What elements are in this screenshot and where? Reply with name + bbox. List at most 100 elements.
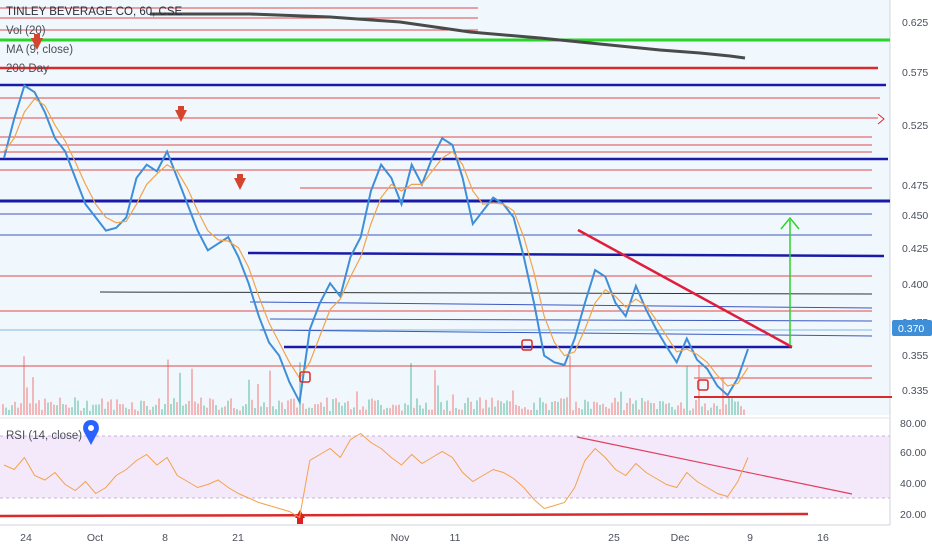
volume-bar	[503, 403, 505, 415]
volume-bar	[578, 408, 580, 415]
volume-bar	[203, 405, 205, 415]
volume-bar	[683, 408, 685, 415]
volume-bar	[173, 398, 175, 415]
volume-bar	[548, 410, 550, 415]
volume-bar	[164, 404, 166, 415]
volume-bar	[17, 407, 19, 415]
volume-bar	[71, 407, 73, 415]
volume-bar	[725, 404, 727, 415]
volume-bar	[32, 377, 34, 415]
volume-bar	[8, 409, 10, 415]
volume-bar	[743, 409, 745, 415]
volume-bar	[89, 410, 91, 415]
volume-bar	[461, 409, 463, 415]
volume-bar	[437, 385, 439, 415]
x-tick-label: 16	[817, 532, 829, 544]
volume-bar	[515, 404, 517, 415]
volume-bar	[509, 401, 511, 415]
volume-bar	[470, 401, 472, 415]
volume-bar	[419, 405, 421, 415]
volume-bar	[650, 402, 652, 415]
volume-bar	[449, 410, 451, 415]
volume-bar	[194, 401, 196, 415]
volume-bar	[26, 387, 28, 415]
volume-bar	[389, 408, 391, 415]
volume-bar	[269, 370, 271, 415]
volume-bar	[266, 407, 268, 415]
volume-bar	[344, 402, 346, 415]
volume-bar	[728, 397, 730, 415]
volume-bar	[596, 402, 598, 415]
volume-bar	[737, 401, 739, 415]
volume-bar	[356, 391, 358, 415]
volume-bar	[557, 401, 559, 415]
volume-bar	[83, 407, 85, 415]
volume-bar	[413, 407, 415, 415]
volume-bar	[392, 404, 394, 415]
volume-bar	[518, 405, 520, 415]
volume-bar	[110, 399, 112, 415]
volume-bar	[464, 403, 466, 415]
level-line	[269, 318, 873, 322]
volume-bar	[677, 405, 679, 415]
level-line-blue	[247, 251, 885, 258]
volume-bar	[59, 397, 61, 415]
volume-bar	[524, 407, 526, 415]
volume-bar	[293, 398, 295, 415]
volume-bar	[107, 401, 109, 415]
volume-bar	[149, 409, 151, 415]
volume-bar	[272, 406, 274, 415]
volume-bar	[353, 407, 355, 415]
volume-bar	[695, 399, 697, 415]
y-tick-label: 0.450	[902, 210, 928, 222]
volume-bar	[704, 403, 706, 415]
vol-label: Vol (20)	[6, 25, 46, 37]
hand-icon	[697, 379, 709, 391]
volume-bar	[182, 405, 184, 415]
volume-bar	[680, 402, 682, 415]
volume-bar	[500, 401, 502, 415]
volume-bar	[734, 401, 736, 415]
volume-bar	[152, 406, 154, 415]
volume-bar	[257, 383, 259, 415]
hand-icon	[299, 371, 311, 383]
volume-bar	[605, 406, 607, 415]
volume-bar	[158, 398, 160, 415]
volume-bar	[701, 406, 703, 415]
volume-bar	[251, 399, 253, 415]
volume-bar	[68, 407, 70, 415]
volume-bar	[644, 401, 646, 415]
volume-bar	[506, 400, 508, 415]
x-tick-label: Dec	[671, 532, 690, 544]
ma200-line	[150, 12, 746, 60]
volume-bar	[350, 409, 352, 415]
volume-bar	[584, 399, 586, 415]
volume-bar	[209, 398, 211, 415]
pin-icon[interactable]	[83, 420, 99, 445]
volume-bar	[587, 401, 589, 415]
volume-bar	[113, 409, 115, 415]
volume-bar	[674, 409, 676, 415]
volume-bar	[131, 402, 133, 415]
volume-bar	[671, 406, 673, 415]
volume-bar	[326, 397, 328, 415]
volume-bar	[128, 409, 130, 415]
volume-bar	[320, 402, 322, 415]
volume-bar	[446, 400, 448, 415]
x-tick-label: 24	[20, 532, 32, 544]
volume-bar	[488, 407, 490, 415]
volume-bar	[29, 403, 31, 415]
down-arrow-icon	[31, 38, 43, 50]
volume-bar	[23, 356, 25, 415]
rsi-trendline	[576, 436, 853, 495]
volume-bar	[632, 403, 634, 415]
volume-bar	[404, 403, 406, 415]
volume-bar	[176, 402, 178, 415]
volume-bar	[395, 405, 397, 415]
volume-bar	[95, 404, 97, 415]
volume-bar	[398, 404, 400, 415]
chevron-right-icon	[877, 113, 885, 125]
volume-bar	[635, 400, 637, 415]
level-line	[99, 291, 873, 295]
